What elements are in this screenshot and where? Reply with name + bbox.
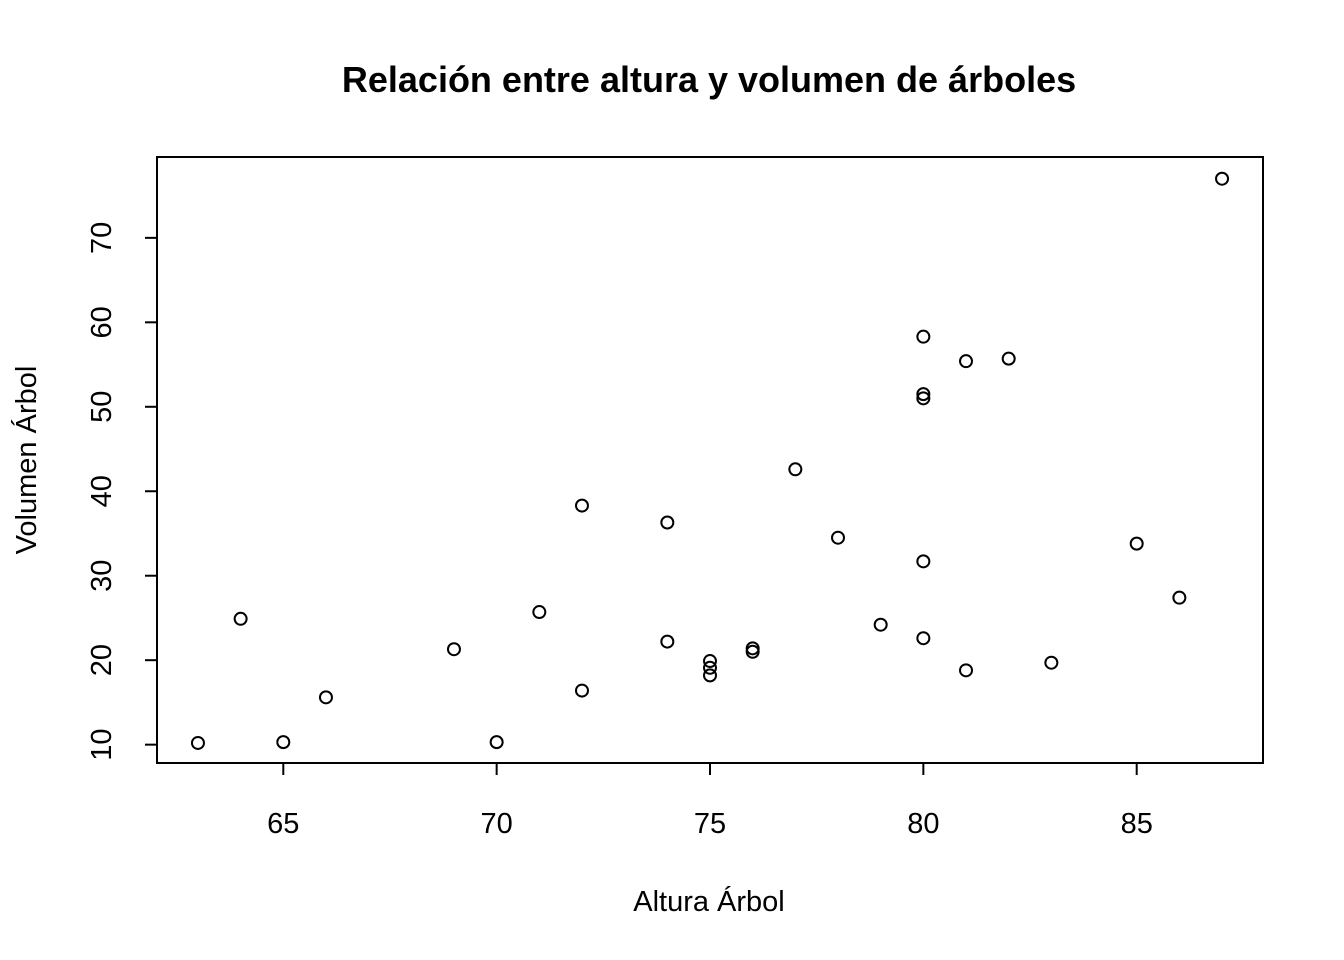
x-axis-label: Altura Árbol <box>633 885 785 918</box>
x-tick-label: 75 <box>694 808 726 840</box>
data-point <box>959 663 974 678</box>
data-point <box>660 634 675 649</box>
data-point <box>916 387 931 402</box>
x-tick-label: 85 <box>1121 808 1153 840</box>
data-point <box>190 735 205 750</box>
y-axis-label: Volumen Árbol <box>10 366 43 555</box>
y-tick-label: 70 <box>86 222 118 254</box>
data-point <box>233 611 248 626</box>
y-tick-label: 30 <box>86 560 118 592</box>
x-tick-label: 70 <box>481 808 513 840</box>
data-point <box>660 515 675 530</box>
data-point <box>318 690 333 705</box>
chart-title: Relación entre altura y volumen de árbol… <box>342 59 1076 100</box>
data-point <box>916 329 931 344</box>
y-tick-label: 40 <box>86 475 118 507</box>
data-point <box>532 605 547 620</box>
data-point <box>276 735 291 750</box>
data-point <box>831 530 846 545</box>
x-tick-label: 65 <box>267 808 299 840</box>
y-tick-label: 60 <box>86 306 118 338</box>
data-point <box>745 641 760 656</box>
data-point <box>1001 351 1016 366</box>
data-point <box>703 654 717 669</box>
y-tick-label: 20 <box>86 644 118 676</box>
x-tick-label: 80 <box>907 808 939 840</box>
data-point <box>703 668 717 683</box>
data-point <box>916 554 931 569</box>
data-point <box>959 354 974 369</box>
y-axis: 10 20 30 40 50 60 70 <box>86 222 158 761</box>
data-point <box>916 631 931 646</box>
data-point <box>916 391 931 406</box>
data-points <box>190 171 1230 750</box>
data-point <box>1129 536 1144 551</box>
data-point <box>489 735 504 750</box>
plot-frame <box>156 156 1264 764</box>
data-point <box>574 498 589 513</box>
data-point <box>703 660 717 675</box>
data-point <box>873 617 888 632</box>
data-point <box>1215 171 1230 186</box>
data-point <box>446 642 461 657</box>
data-point <box>1044 655 1059 670</box>
data-point <box>1172 590 1187 605</box>
x-axis: 65 70 75 80 85 <box>267 762 1153 840</box>
data-point <box>574 683 589 698</box>
data-point <box>788 462 803 477</box>
y-tick-label: 50 <box>86 391 118 423</box>
y-tick-label: 10 <box>86 729 118 761</box>
